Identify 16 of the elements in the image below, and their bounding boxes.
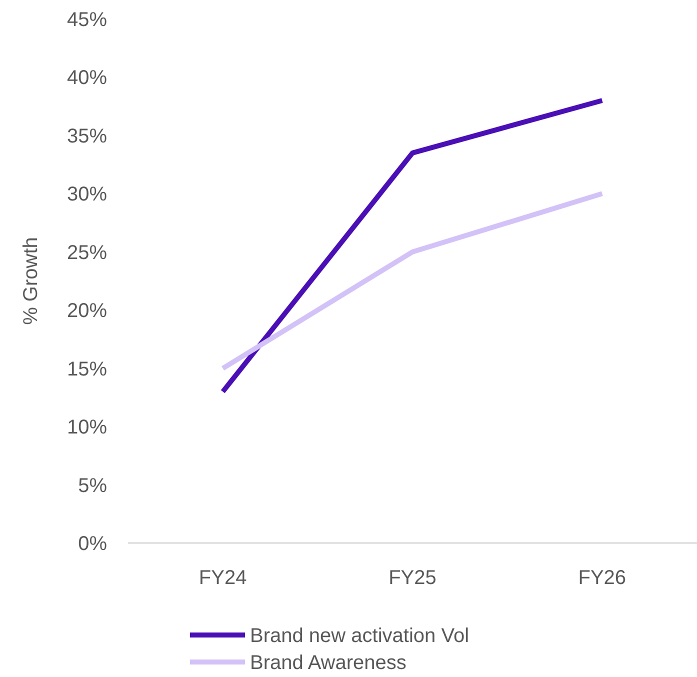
x-tick-label: FY26 bbox=[578, 567, 626, 589]
legend-label: Brand new activation Vol bbox=[250, 625, 470, 647]
y-tick-label: 30% bbox=[66, 184, 108, 206]
y-tick-label: 5% bbox=[78, 474, 108, 497]
legend-label: Brand Awareness bbox=[250, 652, 406, 674]
y-tick-label: 45% bbox=[66, 9, 108, 31]
y-tick-label: 15% bbox=[66, 358, 108, 380]
x-tick-label: FY24 bbox=[198, 567, 247, 589]
y-tick-label: 35% bbox=[66, 125, 108, 148]
y-axis-title: % Growth bbox=[20, 237, 42, 325]
y-tick-label: 40% bbox=[66, 67, 108, 90]
y-tick-label: 10% bbox=[66, 416, 108, 439]
y-tick-label: 25% bbox=[66, 242, 108, 264]
y-tick-label: 0% bbox=[78, 533, 108, 555]
x-tick-label: FY25 bbox=[388, 567, 436, 589]
y-tick-label: 20% bbox=[66, 300, 108, 322]
